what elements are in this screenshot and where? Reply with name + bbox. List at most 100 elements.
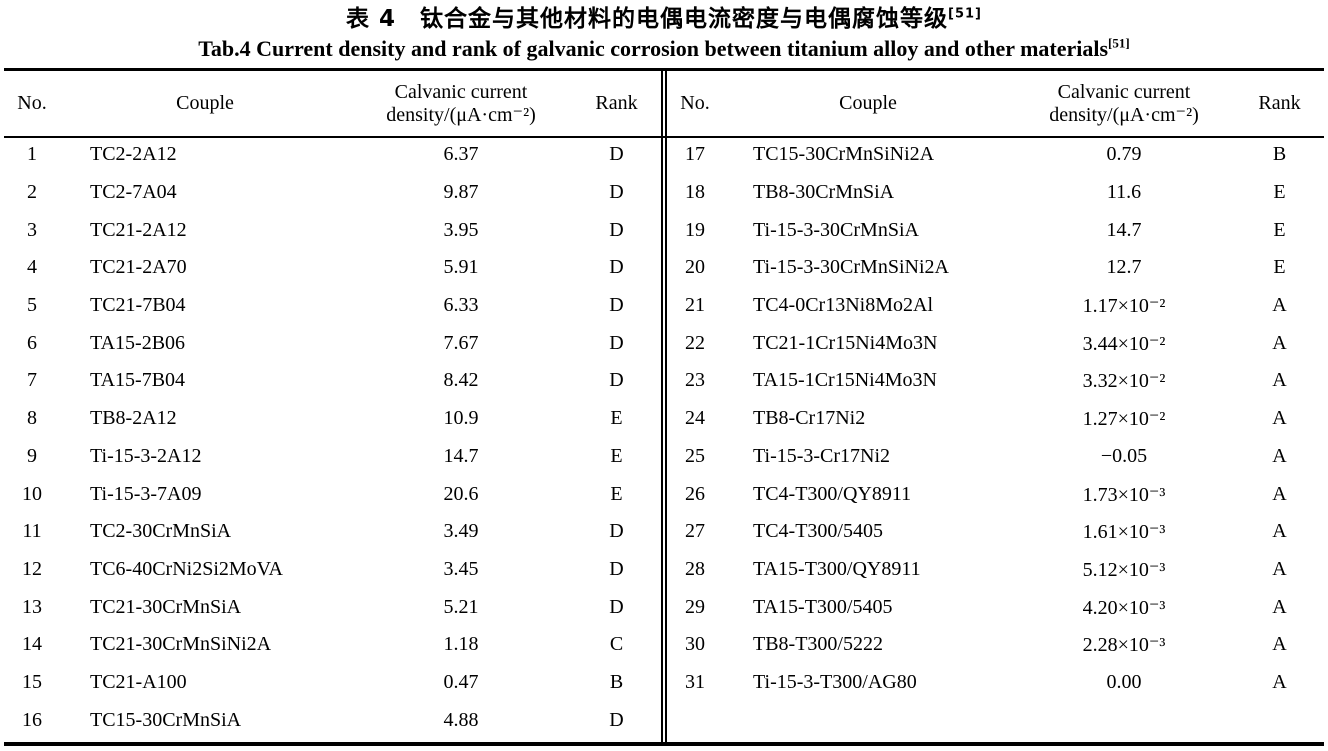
cell-density: 11.6 <box>1106 181 1142 204</box>
cell-no: 29 <box>685 595 705 618</box>
cell-no: 10 <box>22 482 42 505</box>
cell-couple: TC15-30CrMnSiNi2A <box>753 143 935 166</box>
column-header-density: Calvanic current density/(μA·cm⁻²) <box>350 71 572 136</box>
table-right-header: No. Couple Calvanic current density/(μA·… <box>667 71 1324 136</box>
cell-no: 17 <box>685 143 705 166</box>
cell-no: 1 <box>27 143 37 166</box>
table-title-en-text: Tab.4 Current density and rank of galvan… <box>198 36 1109 61</box>
cell-no: 22 <box>685 331 705 354</box>
column-header-density-line2: density/(μA·cm⁻²) <box>386 103 536 126</box>
cell-rank: E <box>610 444 623 467</box>
cell-couple: TC15-30CrMnSiA <box>90 708 242 731</box>
cell-rank: A <box>1272 444 1287 467</box>
citation-ref-en: [51] <box>1108 35 1130 51</box>
cell-no: 28 <box>685 557 705 580</box>
table-row: 27 TC4-T300/5405 1.61×10⁻³ A <box>667 513 1324 551</box>
cell-rank: D <box>609 331 624 354</box>
cell-rank: D <box>609 256 624 279</box>
cell-rank: A <box>1272 633 1287 656</box>
column-header-density-line1: Calvanic current <box>1057 80 1191 103</box>
table-row: 5 TC21-7B04 6.33 D <box>4 287 661 325</box>
cell-density: −0.05 <box>1100 444 1148 467</box>
cell-density: 0.00 <box>1106 670 1142 693</box>
column-header-couple: Couple <box>176 92 234 114</box>
cell-couple: TC21-2A70 <box>90 256 187 279</box>
cell-no: 4 <box>27 256 37 279</box>
cell-density: 4.88 <box>443 708 479 731</box>
cell-no: 8 <box>27 407 37 430</box>
table-row: 29 TA15-T300/5405 4.20×10⁻³ A <box>667 588 1324 626</box>
cell-density: 1.61×10⁻³ <box>1082 521 1166 544</box>
cell-couple: TB8-Cr17Ni2 <box>753 407 866 430</box>
cell-no: 26 <box>685 482 705 505</box>
cell-couple: TC2-7A04 <box>90 181 177 204</box>
cell-density: 2.28×10⁻³ <box>1082 634 1166 657</box>
cell-no: 2 <box>27 181 37 204</box>
cell-rank: A <box>1272 369 1287 392</box>
table-row: 28 TA15-T300/QY8911 5.12×10⁻³ A <box>667 551 1324 589</box>
cell-couple: TC21-2A12 <box>90 218 187 241</box>
cell-couple: TA15-1Cr15Ni4Mo3N <box>753 369 937 392</box>
cell-rank: B <box>1272 143 1287 166</box>
table-row: 21 TC4-0Cr13Ni8Mo2Al 1.17×10⁻² A <box>667 287 1324 325</box>
cell-density: 5.91 <box>443 256 479 279</box>
cell-density: 20.6 <box>443 482 479 505</box>
cell-couple: TC2-2A12 <box>90 143 177 166</box>
table-row: 22 TC21-1Cr15Ni4Mo3N 3.44×10⁻² A <box>667 324 1324 362</box>
cell-rank: A <box>1272 595 1287 618</box>
cell-couple: TA15-T300/5405 <box>753 595 893 618</box>
table-row: 20 Ti-15-3-30CrMnSiNi2A 12.7 E <box>667 249 1324 287</box>
table-row: 4 TC21-2A70 5.91 D <box>4 249 661 287</box>
cell-rank: D <box>609 369 624 392</box>
cell-rank: E <box>1273 256 1286 279</box>
table-row: 12 TC6-40CrNi2Si2MoVA 3.45 D <box>4 551 661 589</box>
table-row: 7 TA15-7B04 8.42 D <box>4 362 661 400</box>
cell-rank: A <box>1272 520 1287 543</box>
table-row: 31 Ti-15-3-T300/AG80 0.00 A <box>667 664 1324 702</box>
column-header-no: No. <box>680 92 710 114</box>
cell-no: 3 <box>27 218 37 241</box>
cell-couple: TB8-30CrMnSiA <box>753 181 895 204</box>
table-title-en: Tab.4 Current density and rank of galvan… <box>0 35 1328 62</box>
cell-density: 14.7 <box>1106 218 1142 241</box>
cell-density: 14.7 <box>443 444 479 467</box>
cell-density: 12.7 <box>1106 256 1142 279</box>
cell-rank: E <box>610 407 623 430</box>
table-row: 16 TC15-30CrMnSiA 4.88 D <box>4 701 661 739</box>
column-header-density-line2: density/(μA·cm⁻²) <box>1049 103 1199 126</box>
data-table: No. Couple Calvanic current density/(μA·… <box>4 68 1324 746</box>
cell-couple: TA15-2B06 <box>90 331 186 354</box>
cell-rank: A <box>1272 331 1287 354</box>
cell-no: 5 <box>27 294 37 317</box>
cell-rank: E <box>1273 181 1286 204</box>
cell-rank: D <box>609 708 624 731</box>
cell-density: 3.49 <box>443 520 479 543</box>
cell-rank: B <box>609 670 624 693</box>
cell-no: 31 <box>685 670 705 693</box>
cell-couple: Ti-15-3-7A09 <box>90 482 202 505</box>
column-header-rank: Rank <box>1258 92 1301 114</box>
column-header-density: Calvanic current density/(μA·cm⁻²) <box>1013 71 1235 136</box>
cell-no: 12 <box>22 557 42 580</box>
cell-no: 11 <box>22 520 42 543</box>
cell-rank: D <box>609 557 624 580</box>
table-title-zh: 表 4 钛合金与其他材料的电偶电流密度与电偶腐蚀等级[51] <box>0 5 1328 33</box>
cell-density: 7.67 <box>443 331 479 354</box>
table-row: 15 TC21-A100 0.47 B <box>4 664 661 702</box>
cell-density: 3.44×10⁻² <box>1082 332 1166 355</box>
cell-rank: D <box>609 218 624 241</box>
cell-no: 6 <box>27 331 37 354</box>
table-row: 1 TC2-2A12 6.37 D <box>4 136 661 174</box>
cell-couple: Ti-15-3-30CrMnSiNi2A <box>753 256 949 279</box>
cell-couple: TC21-A100 <box>90 670 187 693</box>
table-row: 11 TC2-30CrMnSiA 3.49 D <box>4 513 661 551</box>
cell-couple: TC21-30CrMnSiA <box>90 595 242 618</box>
cell-no: 19 <box>685 218 705 241</box>
cell-density: 1.27×10⁻² <box>1082 408 1166 431</box>
cell-rank: D <box>609 294 624 317</box>
cell-couple: TA15-T300/QY8911 <box>753 557 921 580</box>
table-row: 24 TB8-Cr17Ni2 1.27×10⁻² A <box>667 400 1324 438</box>
cell-rank: A <box>1272 482 1287 505</box>
cell-couple: TC21-30CrMnSiNi2A <box>90 633 272 656</box>
cell-density: 6.33 <box>443 294 479 317</box>
